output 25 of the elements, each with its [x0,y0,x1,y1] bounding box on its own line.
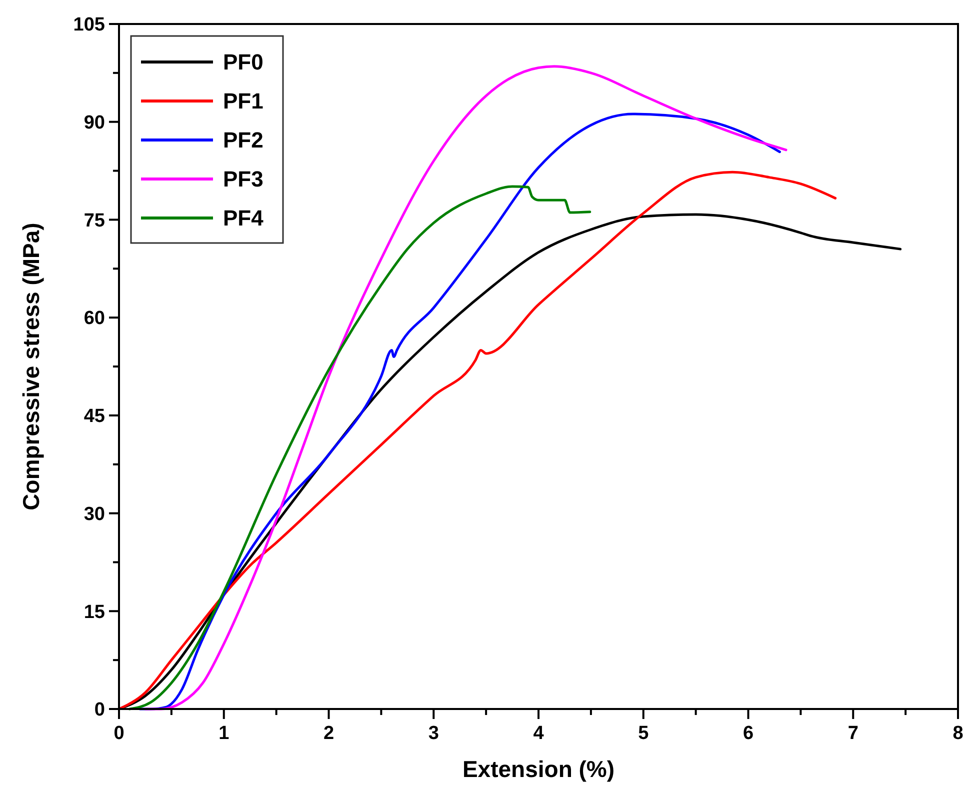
legend-label: PF1 [223,88,264,114]
legend-label: PF3 [223,166,264,192]
x-tick-label: 5 [638,723,650,744]
y-tick-label: 15 [84,602,106,623]
x-tick-label: 3 [428,723,439,744]
x-tick-label: 0 [114,723,124,744]
x-tick-label: 7 [848,723,858,744]
y-tick-label: 90 [84,112,105,134]
y-tick-label: 60 [84,308,105,330]
y-tick-label: 30 [84,504,105,525]
y-tick-label: 75 [84,210,106,232]
x-tick-label: 6 [742,723,754,744]
y-tick-label: 45 [84,406,106,428]
y-tick-label: 0 [94,700,105,721]
x-tick-label: 2 [323,723,334,744]
x-tick-label: 4 [533,723,544,744]
x-tick-label: 1 [218,723,230,744]
legend-label: PF4 [223,206,264,231]
y-tick-label: 105 [73,14,106,36]
x-axis-title: Extension (%) [462,756,615,782]
y-axis-title: Compressive stress (MPa) [18,222,44,510]
legend-label: PF2 [223,128,264,153]
x-tick-label: 8 [952,723,964,744]
legend-label: PF0 [223,50,264,75]
line-series [128,185,592,710]
